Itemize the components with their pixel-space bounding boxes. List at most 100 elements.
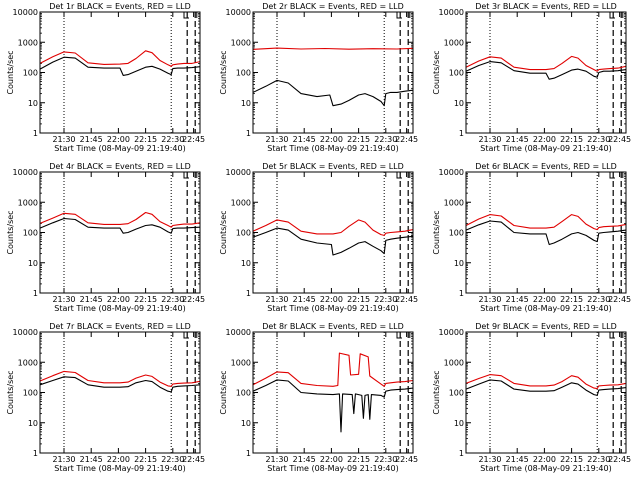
interval-flag-marker: [183, 12, 189, 19]
plot-frame: [252, 11, 414, 134]
x-tick-label: 22:15: [134, 455, 157, 464]
y-tick-label: 10000: [226, 328, 251, 337]
panel-title: Det 6r BLACK = Events, RED = LLD: [475, 162, 617, 171]
detector-panel-2: Det 2r BLACK = Events, RED = LLD 1 10 100 10…: [219, 2, 418, 153]
y-tick-label: 10000: [439, 328, 464, 337]
series-line-lld: [252, 219, 414, 236]
y-tick-label: 10: [241, 99, 251, 108]
series-line-events: [252, 227, 414, 256]
y-tick-label: 10: [28, 419, 38, 428]
x-tick-label: 22:45: [395, 455, 418, 464]
series-line-lld: [39, 370, 201, 387]
plot-frame: [465, 11, 627, 134]
series-line-events: [252, 79, 414, 107]
x-tick-label: 22:00: [533, 295, 556, 304]
x-tick-label: 22:30: [587, 135, 610, 144]
detector-panel-7: Det 7r BLACK = Events, RED = LLD 1 10 100 10…: [6, 322, 205, 473]
x-tick-label: 22:00: [533, 135, 556, 144]
x-tick-label: 21:45: [506, 455, 529, 464]
detector-panel-6: Det 6r BLACK = Events, RED = LLD 1 10 100 10…: [432, 162, 631, 313]
y-tick-label: 1000: [231, 198, 251, 207]
detector-panel-5: Det 5r BLACK = Events, RED = LLD 1 10 100 10…: [219, 162, 418, 313]
x-tick-label: 22:00: [533, 455, 556, 464]
series-line-lld: [39, 211, 201, 228]
series-line-events: [252, 379, 414, 433]
y-tick-label: 1: [246, 289, 251, 298]
detector-panel-9: Det 9r BLACK = Events, RED = LLD 1 10 100 10…: [432, 322, 631, 473]
x-axis-label: Start Time (08-May-09 21:19:40): [54, 464, 185, 473]
x-tick-label: 21:30: [265, 455, 288, 464]
y-tick-label: 10: [28, 259, 38, 268]
detector-panel-4: Det 4r BLACK = Events, RED = LLD 1 10 100 10…: [6, 162, 205, 313]
x-tick-label: 21:30: [478, 295, 501, 304]
y-tick-label: 10000: [226, 168, 251, 177]
x-axis-label: Start Time (08-May-09 21:19:40): [267, 304, 398, 313]
series-line-lld: [252, 352, 414, 387]
x-tick-label: 21:30: [52, 455, 75, 464]
x-axis-label: Start Time (08-May-09 21:19:40): [54, 144, 185, 153]
interval-flag-marker: [609, 172, 615, 179]
y-tick-label: 10: [454, 419, 464, 428]
series-line-events: [39, 376, 201, 393]
y-tick-label: 1000: [231, 38, 251, 47]
panel-title: Det 2r BLACK = Events, RED = LLD: [262, 2, 404, 11]
interval-flag-marker: [396, 172, 402, 179]
y-tick-label: 10: [241, 259, 251, 268]
y-tick-label: 1000: [444, 38, 464, 47]
x-axis-label: Start Time (08-May-09 21:19:40): [54, 304, 185, 313]
x-tick-label: 22:15: [560, 455, 583, 464]
x-tick-label: 22:00: [320, 295, 343, 304]
interval-flag-marker: [183, 332, 189, 339]
y-tick-label: 1: [33, 289, 38, 298]
x-axis-label: Start Time (08-May-09 21:19:40): [480, 144, 611, 153]
x-tick-label: 21:30: [478, 455, 501, 464]
y-tick-label: 1000: [444, 198, 464, 207]
y-tick-label: 100: [23, 389, 38, 398]
y-tick-label: 10: [241, 419, 251, 428]
plot-frame: [39, 11, 201, 134]
y-tick-label: 10000: [13, 168, 38, 177]
x-tick-label: 22:00: [320, 455, 343, 464]
y-tick-label: 10: [454, 99, 464, 108]
x-tick-label: 21:30: [52, 135, 75, 144]
x-tick-label: 22:00: [107, 295, 130, 304]
x-tick-label: 22:15: [134, 135, 157, 144]
x-tick-label: 22:45: [395, 295, 418, 304]
y-tick-label: 10000: [13, 8, 38, 17]
x-tick-label: 22:15: [347, 295, 370, 304]
x-tick-label: 21:30: [478, 135, 501, 144]
plot-frame: [39, 331, 201, 454]
y-tick-label: 10000: [226, 8, 251, 17]
panel-title: Det 7r BLACK = Events, RED = LLD: [49, 322, 191, 331]
y-tick-label: 1000: [18, 198, 38, 207]
x-tick-label: 22:30: [161, 455, 184, 464]
series-line-lld: [39, 50, 201, 67]
series-line-lld: [252, 47, 414, 50]
x-tick-label: 22:45: [182, 295, 205, 304]
x-tick-label: 22:30: [587, 295, 610, 304]
detector-panel-8: Det 8r BLACK = Events, RED = LLD 1 10 100 10…: [219, 322, 418, 473]
y-tick-label: 100: [449, 229, 464, 238]
x-tick-label: 22:45: [608, 135, 631, 144]
panel-title: Det 3r BLACK = Events, RED = LLD: [475, 2, 617, 11]
series-line-lld: [465, 374, 627, 390]
y-tick-label: 10000: [13, 328, 38, 337]
x-tick-label: 22:30: [161, 295, 184, 304]
series-line-events: [39, 56, 201, 76]
x-tick-label: 22:15: [347, 455, 370, 464]
x-tick-label: 22:30: [374, 135, 397, 144]
panel-title: Det 9r BLACK = Events, RED = LLD: [475, 322, 617, 331]
y-tick-label: 100: [449, 69, 464, 78]
y-axis-label: Counts/sec: [219, 370, 228, 414]
detector-panel-3: Det 3r BLACK = Events, RED = LLD 1 10 100 10…: [432, 2, 631, 153]
x-tick-label: 22:15: [560, 135, 583, 144]
y-tick-label: 100: [23, 229, 38, 238]
x-tick-label: 22:00: [107, 455, 130, 464]
y-tick-label: 1: [459, 449, 464, 458]
y-axis-label: Counts/sec: [6, 50, 15, 94]
series-line-lld: [465, 55, 627, 72]
y-axis-label: Counts/sec: [6, 370, 15, 414]
y-tick-label: 100: [236, 389, 251, 398]
interval-flag-marker: [396, 12, 402, 19]
